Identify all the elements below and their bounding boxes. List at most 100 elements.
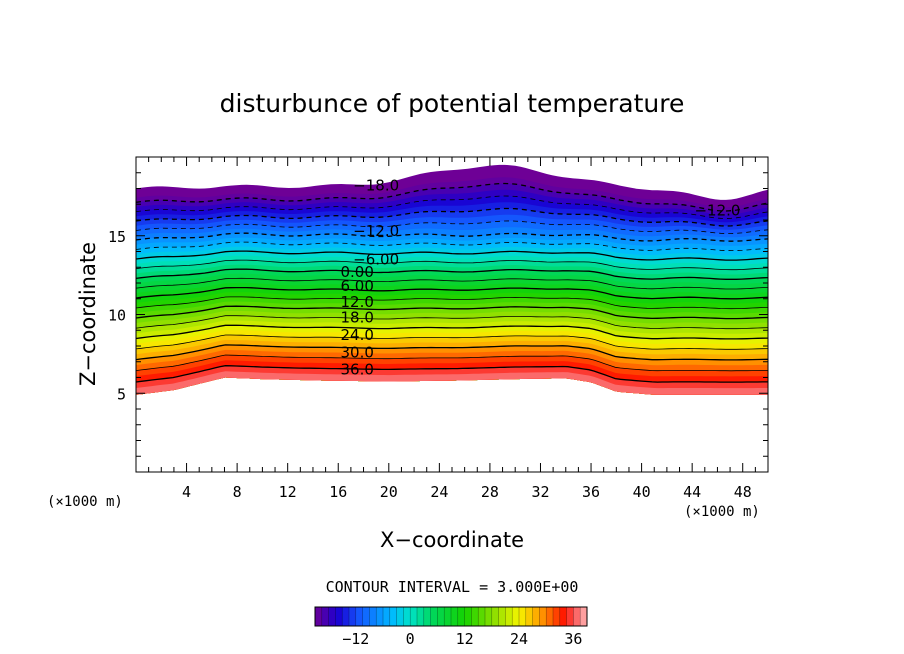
colorbar-swatch bbox=[389, 607, 397, 626]
x-tick-label: 4 bbox=[182, 483, 191, 501]
colorbar-swatch bbox=[321, 607, 329, 626]
colorbar-swatch bbox=[444, 607, 452, 626]
colorbar-swatch bbox=[485, 607, 493, 626]
y-tick-label: 15 bbox=[108, 228, 126, 246]
colorbar-swatch bbox=[451, 607, 459, 626]
contour-fills bbox=[136, 164, 768, 395]
colorbar-swatch bbox=[417, 607, 425, 626]
colorbar-swatch bbox=[383, 607, 391, 626]
x-tick-label: 28 bbox=[481, 483, 499, 501]
colorbar-swatch bbox=[403, 607, 411, 626]
y-tick-label: 10 bbox=[108, 307, 126, 325]
x-tick-label: 24 bbox=[430, 483, 448, 501]
colorbar-swatch bbox=[471, 607, 479, 626]
contour-isoline bbox=[136, 365, 768, 383]
contour-label: 30.0 bbox=[340, 343, 373, 361]
x-tick-label: 8 bbox=[233, 483, 242, 501]
colorbar-swatch bbox=[349, 607, 357, 626]
y-tick-label: 5 bbox=[117, 385, 126, 403]
x-tick-label: 32 bbox=[531, 483, 549, 501]
colorbar-tick-label: 12 bbox=[456, 630, 474, 648]
contour-band bbox=[136, 371, 768, 395]
x-tick-label: 16 bbox=[329, 483, 347, 501]
colorbar-swatch bbox=[532, 607, 540, 626]
colorbar-tick-label: 0 bbox=[406, 630, 415, 648]
contour-label: 36.0 bbox=[340, 361, 373, 379]
colorbar bbox=[315, 607, 588, 626]
contour-isoline bbox=[136, 220, 768, 234]
contour-label: 12.0 bbox=[340, 293, 373, 311]
colorbar-swatch bbox=[315, 607, 323, 626]
colorbar-swatch bbox=[505, 607, 513, 626]
contour-interval-text: CONTOUR INTERVAL = 3.000E+00 bbox=[326, 578, 579, 596]
colorbar-swatch bbox=[491, 607, 499, 626]
colorbar-swatch bbox=[519, 607, 527, 626]
colorbar-ticks: −12 0 12 24 36 bbox=[342, 630, 582, 648]
colorbar-frame bbox=[314, 606, 588, 627]
contour-label: −12.0 bbox=[694, 202, 740, 220]
y-axis-ticks: 5 10 15 bbox=[108, 172, 768, 457]
chart-title: disturbunce of potential temperature bbox=[220, 89, 685, 118]
contour-label: 6.00 bbox=[340, 277, 373, 295]
colorbar-swatch bbox=[525, 607, 533, 626]
colorbar-swatch bbox=[335, 607, 343, 626]
x-axis-ticks: 4 8 12 16 20 24 28 32 36 40 44 48 bbox=[148, 157, 756, 501]
colorbar-swatch bbox=[512, 607, 520, 626]
x-axis-unit-right: (×1000 m) bbox=[684, 504, 760, 520]
x-axis-label: X−coordinate bbox=[380, 528, 524, 552]
x-tick-label: 40 bbox=[633, 483, 651, 501]
colorbar-swatch bbox=[430, 607, 438, 626]
contour-label: −6.00 bbox=[353, 250, 399, 268]
colorbar-swatch bbox=[437, 607, 445, 626]
colorbar-swatch bbox=[396, 607, 404, 626]
contour-isoline bbox=[136, 182, 768, 212]
colorbar-swatch bbox=[553, 607, 561, 626]
colorbar-swatch bbox=[498, 607, 506, 626]
contour-isoline bbox=[136, 241, 768, 251]
contour-isoline bbox=[136, 344, 768, 361]
contour-isoline bbox=[136, 232, 768, 242]
colorbar-swatch bbox=[464, 607, 472, 626]
contour-isoline bbox=[136, 324, 768, 340]
contour-label: −12.0 bbox=[353, 222, 399, 240]
contour-isoline bbox=[136, 207, 768, 227]
colorbar-swatch bbox=[328, 607, 336, 626]
x-tick-label: 44 bbox=[683, 483, 701, 501]
colorbar-swatch bbox=[539, 607, 547, 626]
colorbar-swatch bbox=[369, 607, 377, 626]
colorbar-swatch bbox=[376, 607, 384, 626]
contour-isoline bbox=[136, 305, 768, 320]
colorbar-swatch bbox=[478, 607, 486, 626]
colorbar-swatch bbox=[580, 607, 588, 626]
contour-isoline bbox=[136, 296, 768, 310]
colorbar-swatch bbox=[457, 607, 465, 626]
contour-label: −18.0 bbox=[353, 176, 399, 194]
contour-isoline bbox=[136, 354, 768, 372]
y-axis-label: Z−coordinate bbox=[76, 242, 100, 386]
contour-isoline bbox=[136, 315, 768, 330]
contour-label: 18.0 bbox=[340, 309, 373, 327]
x-tick-label: 20 bbox=[380, 483, 398, 501]
colorbar-swatch bbox=[566, 607, 574, 626]
colorbar-swatch bbox=[342, 607, 350, 626]
colorbar-swatch bbox=[362, 607, 370, 626]
contour-isoline bbox=[136, 250, 768, 261]
contour-isoline bbox=[136, 259, 768, 271]
colorbar-tick-label: 36 bbox=[564, 630, 582, 648]
x-tick-label: 48 bbox=[734, 483, 752, 501]
colorbar-tick-label: −12 bbox=[342, 630, 369, 648]
contour-label: 24.0 bbox=[340, 326, 373, 344]
colorbar-swatch bbox=[546, 607, 554, 626]
colorbar-swatch bbox=[559, 607, 567, 626]
contour-label: 0.00 bbox=[340, 263, 373, 281]
x-axis-unit-left: (×1000 m) bbox=[47, 494, 123, 510]
contour-isoline bbox=[136, 195, 768, 219]
contour-isolines bbox=[136, 182, 768, 383]
contour-isoline bbox=[136, 334, 768, 350]
contour-isoline bbox=[136, 277, 768, 290]
x-tick-label: 36 bbox=[582, 483, 600, 501]
contour-isoline bbox=[136, 268, 768, 280]
x-tick-label: 12 bbox=[279, 483, 297, 501]
colorbar-swatch bbox=[410, 607, 418, 626]
